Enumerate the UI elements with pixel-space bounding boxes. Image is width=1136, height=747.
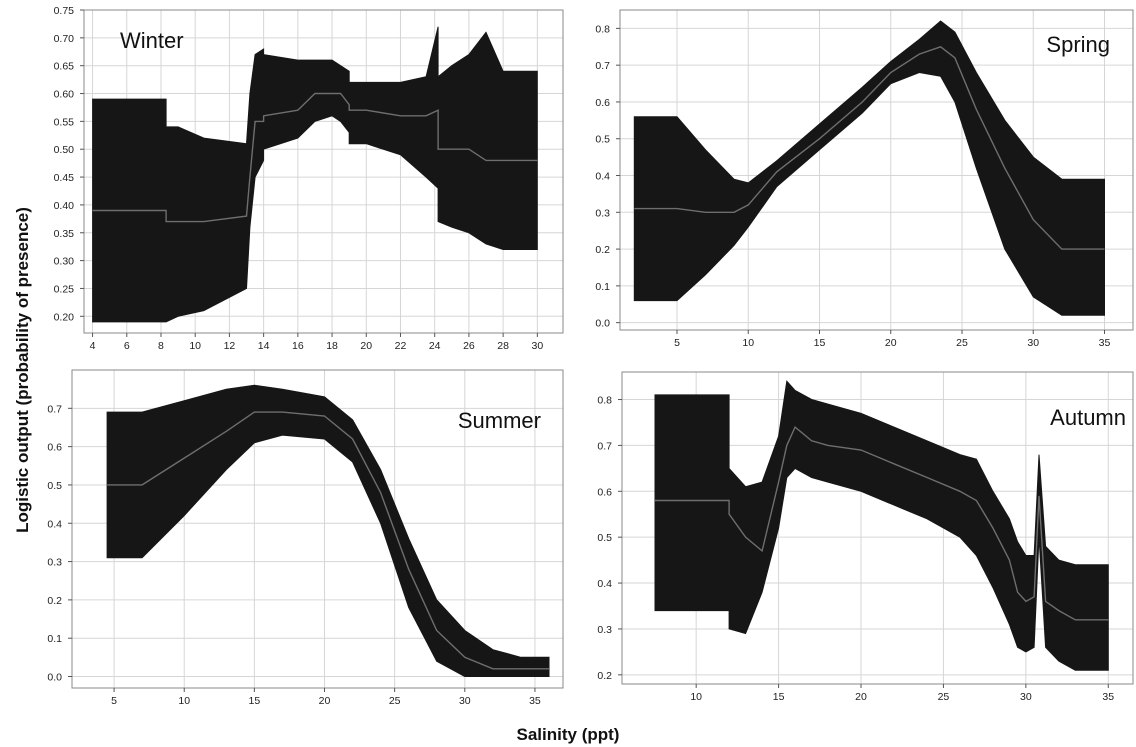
x-tick-label-autumn: 30 [1020, 691, 1032, 703]
season-label-winter: Winter [120, 28, 184, 53]
x-tick-label-winter: 22 [395, 340, 407, 352]
y-tick-label-winter: 0.30 [54, 256, 75, 268]
y-tick-label-autumn: 0.8 [597, 395, 612, 407]
confidence-band-autumn [654, 380, 1109, 671]
y-tick-label-spring: 0.2 [595, 244, 610, 256]
y-tick-label-summer: 0.7 [47, 403, 62, 415]
x-tick-label-autumn: 25 [938, 691, 950, 703]
x-tick-label-winter: 26 [463, 340, 475, 352]
plot-frame-autumn [621, 371, 1134, 685]
y-tick-label-winter: 0.40 [54, 200, 75, 212]
y-tick-label-winter: 0.60 [54, 89, 75, 101]
x-tick-label-winter: 28 [497, 340, 509, 352]
y-tick-label-autumn: 0.5 [597, 532, 612, 544]
x-tick-label-winter: 8 [158, 340, 164, 352]
x-tick-label-spring: 20 [885, 337, 897, 349]
y-tick-label-spring: 0.8 [595, 23, 610, 35]
season-label-autumn: Autumn [1050, 405, 1126, 430]
x-tick-label-spring: 30 [1027, 337, 1039, 349]
x-axis-title: Salinity (ppt) [517, 725, 620, 744]
mean-line-summer [107, 411, 549, 670]
y-tick-label-spring: 0.5 [595, 134, 610, 146]
plot-frame-spring [619, 9, 1134, 331]
confidence-band-summer [106, 384, 550, 677]
y-tick-label-winter: 0.20 [54, 311, 75, 323]
season-label-summer: Summer [458, 408, 541, 433]
y-tick-label-spring: 0.7 [595, 60, 610, 72]
y-tick-label-spring: 0.1 [595, 281, 610, 293]
x-tick-label-summer: 20 [319, 695, 331, 707]
panel-summer: 5 10 15 20 25 30 35 0.0 0.1 0.2 0.3 0.4 0.5 0.6 0.7 Sum… [47, 369, 564, 707]
x-tick-label-spring: 15 [814, 337, 826, 349]
x-tick-label-winter: 14 [258, 340, 270, 352]
y-tick-label-autumn: 0.7 [597, 440, 612, 452]
x-tick-label-summer: 25 [389, 695, 401, 707]
x-tick-label-spring: 35 [1099, 337, 1111, 349]
x-tick-label-summer: 35 [529, 695, 541, 707]
x-tick-label-winter: 24 [429, 340, 441, 352]
y-tick-label-spring: 0.4 [595, 171, 610, 183]
x-tick-label-summer: 10 [178, 695, 190, 707]
y-tick-label-summer: 0.0 [47, 672, 62, 684]
x-tick-label-winter: 18 [326, 340, 338, 352]
y-tick-label-spring: 0.3 [595, 207, 610, 219]
y-tick-label-winter: 0.25 [54, 283, 75, 295]
x-tick-label-spring: 25 [956, 337, 968, 349]
panel-winter: 4 6 8 10 12 14 16 18 20 22 24 26 28 30 0.20 0.25 0.30 0.3… [54, 5, 564, 352]
y-axis-title: Logistic output (probability of presence… [13, 207, 32, 533]
x-tick-label-autumn: 10 [690, 691, 702, 703]
y-tick-label-spring: 0.6 [595, 97, 610, 109]
mean-line-winter [92, 92, 538, 223]
y-tick-label-autumn: 0.6 [597, 486, 612, 498]
panel-autumn: 10 15 20 25 30 35 0.2 0.3 0.4 0.5 0.6 0.7 0.8 Autumn [597, 371, 1134, 703]
x-tick-label-winter: 6 [124, 340, 130, 352]
y-tick-label-summer: 0.1 [47, 633, 62, 645]
y-tick-label-winter: 0.55 [54, 116, 75, 128]
y-tick-label-winter: 0.65 [54, 61, 75, 73]
y-tick-label-winter: 0.70 [54, 33, 75, 45]
x-tick-label-autumn: 20 [855, 691, 867, 703]
y-tick-label-winter: 0.45 [54, 172, 75, 184]
y-tick-label-summer: 0.6 [47, 442, 62, 454]
y-tick-label-spring: 0.0 [595, 318, 610, 330]
x-tick-label-winter: 30 [531, 340, 543, 352]
confidence-band-spring [633, 20, 1105, 316]
y-tick-label-winter: 0.50 [54, 144, 75, 156]
mean-line-autumn [655, 425, 1109, 621]
y-tick-label-summer: 0.5 [47, 480, 62, 492]
y-tick-label-summer: 0.2 [47, 595, 62, 607]
x-tick-label-summer: 15 [249, 695, 261, 707]
y-tick-label-autumn: 0.4 [597, 578, 612, 590]
x-tick-label-summer: 30 [459, 695, 471, 707]
x-tick-label-spring: 10 [742, 337, 754, 349]
x-tick-label-winter: 16 [292, 340, 304, 352]
y-tick-label-winter: 0.35 [54, 228, 75, 240]
x-tick-label-summer: 5 [111, 695, 117, 707]
x-tick-label-winter: 10 [189, 340, 201, 352]
y-tick-label-autumn: 0.3 [597, 624, 612, 636]
x-tick-label-autumn: 35 [1102, 691, 1114, 703]
chart-panels: 4 6 8 10 12 14 16 18 20 22 24 26 28 300.200.250.300.3… [47, 5, 1134, 707]
x-tick-label-winter: 12 [224, 340, 236, 352]
x-tick-label-autumn: 15 [773, 691, 785, 703]
mean-line-spring [634, 46, 1105, 250]
panel-spring: 5 10 15 20 25 30 35 0.0 0.1 0.2 0.3 0.4 0.5 0.6 0.7 0.8… [595, 9, 1134, 349]
y-tick-label-autumn: 0.2 [597, 670, 612, 682]
y-tick-label-winter: 0.75 [54, 5, 75, 17]
plot-frame-summer [71, 369, 564, 689]
y-tick-label-summer: 0.3 [47, 557, 62, 569]
x-tick-label-winter: 4 [90, 340, 96, 352]
x-tick-label-winter: 20 [360, 340, 372, 352]
season-label-spring: Spring [1046, 32, 1110, 57]
y-tick-label-summer: 0.4 [47, 518, 62, 530]
x-tick-label-spring: 5 [674, 337, 680, 349]
plot-frame-winter [83, 9, 564, 334]
